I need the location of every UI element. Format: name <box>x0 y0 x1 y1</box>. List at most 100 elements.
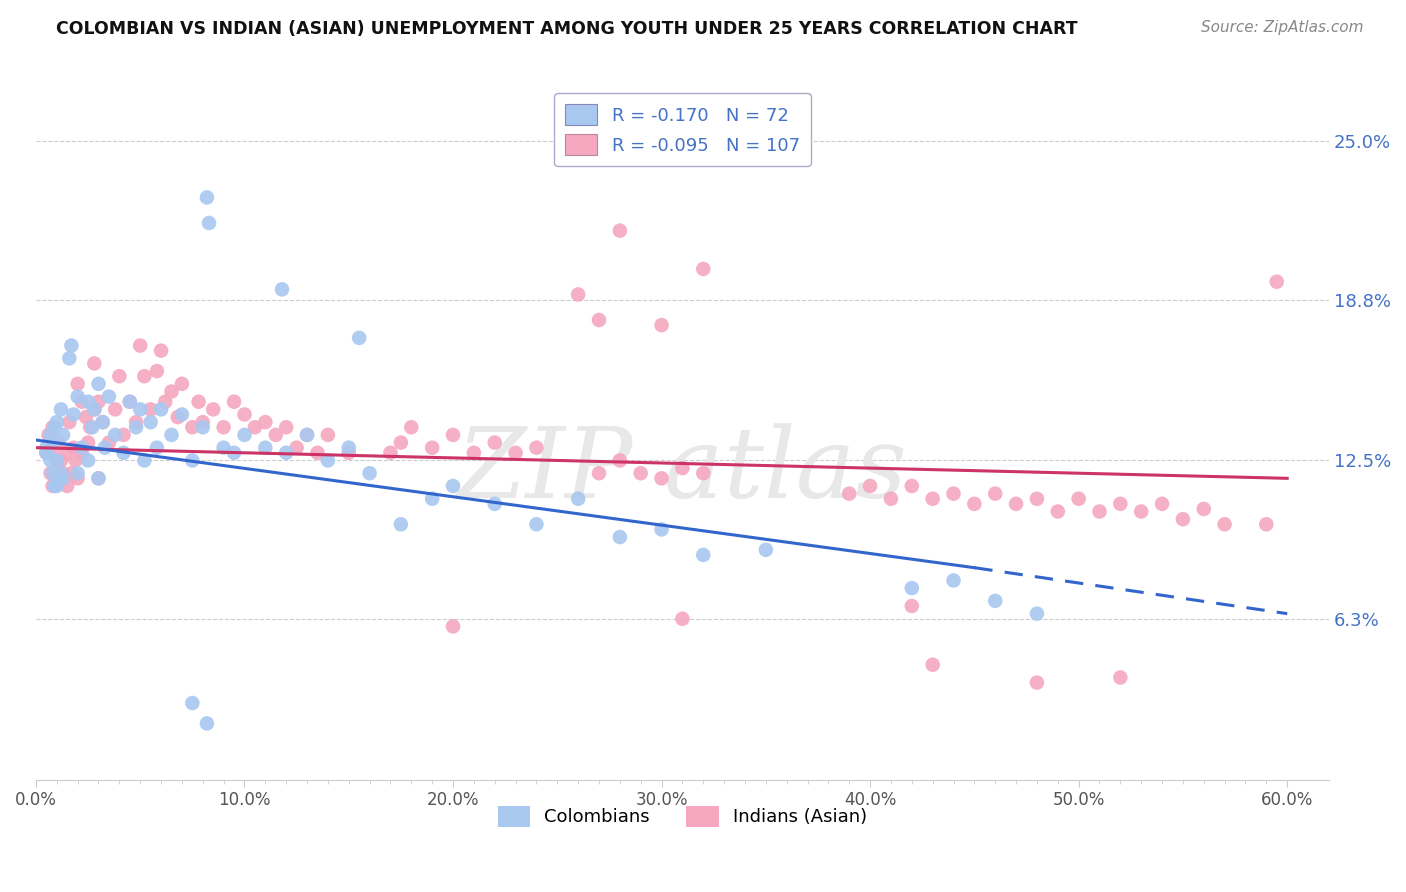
Point <box>984 486 1007 500</box>
Point <box>441 619 464 633</box>
Point <box>139 415 162 429</box>
Point <box>91 415 114 429</box>
Point <box>901 581 924 595</box>
Point <box>316 453 339 467</box>
Point <box>1046 504 1069 518</box>
Legend: Colombians, Indians (Asian): Colombians, Indians (Asian) <box>491 798 875 834</box>
Point <box>45 471 67 485</box>
Point <box>49 467 72 481</box>
Point <box>1026 491 1049 506</box>
Point <box>984 594 1007 608</box>
Point <box>588 467 610 481</box>
Point <box>52 428 75 442</box>
Point <box>233 408 256 422</box>
Point <box>505 446 527 460</box>
Point <box>150 402 173 417</box>
Point <box>233 428 256 442</box>
Point <box>70 441 93 455</box>
Point <box>77 453 100 467</box>
Point <box>181 696 204 710</box>
Point <box>134 369 156 384</box>
Text: ZIP atlas: ZIP atlas <box>457 423 908 518</box>
Point <box>1130 504 1153 518</box>
Point <box>1171 512 1194 526</box>
Point <box>146 364 169 378</box>
Point <box>921 491 943 506</box>
Point <box>1026 607 1049 621</box>
Point <box>243 420 266 434</box>
Point <box>359 467 381 481</box>
Point <box>420 491 443 506</box>
Point <box>609 530 631 544</box>
Point <box>139 402 162 417</box>
Point <box>79 420 101 434</box>
Point <box>526 517 548 532</box>
Point <box>191 420 214 434</box>
Point <box>588 313 610 327</box>
Point <box>276 420 298 434</box>
Point <box>44 479 66 493</box>
Point <box>97 390 120 404</box>
Point <box>150 343 173 358</box>
Point <box>66 467 89 481</box>
Point <box>66 471 89 485</box>
Point <box>337 446 360 460</box>
Point <box>630 467 652 481</box>
Point <box>87 376 110 391</box>
Point <box>463 446 485 460</box>
Point <box>942 574 965 588</box>
Point <box>195 190 218 204</box>
Point <box>380 446 402 460</box>
Point <box>285 441 308 455</box>
Point <box>838 486 860 500</box>
Point <box>70 394 93 409</box>
Point <box>1213 517 1236 532</box>
Point <box>692 467 714 481</box>
Point <box>1109 497 1132 511</box>
Point <box>567 491 589 506</box>
Point <box>609 224 631 238</box>
Point <box>212 441 235 455</box>
Point <box>75 410 97 425</box>
Point <box>62 441 84 455</box>
Point <box>222 394 245 409</box>
Point <box>567 287 589 301</box>
Point <box>692 548 714 562</box>
Point <box>66 376 89 391</box>
Point <box>222 446 245 460</box>
Point <box>35 446 58 460</box>
Point <box>316 428 339 442</box>
Point <box>609 453 631 467</box>
Point <box>420 441 443 455</box>
Point <box>671 612 693 626</box>
Point <box>160 384 183 399</box>
Point <box>41 435 63 450</box>
Point <box>77 435 100 450</box>
Point <box>307 446 329 460</box>
Point <box>901 479 924 493</box>
Point <box>195 716 218 731</box>
Point <box>181 453 204 467</box>
Point <box>1265 275 1288 289</box>
Point <box>276 446 298 460</box>
Point <box>62 408 84 422</box>
Point <box>87 471 110 485</box>
Point <box>35 441 58 455</box>
Point <box>83 356 105 370</box>
Point <box>134 453 156 467</box>
Point <box>1067 491 1090 506</box>
Point <box>146 441 169 455</box>
Point <box>91 415 114 429</box>
Point <box>87 394 110 409</box>
Point <box>39 428 62 442</box>
Point <box>49 453 72 467</box>
Point <box>295 428 318 442</box>
Point <box>112 446 135 460</box>
Point <box>1109 671 1132 685</box>
Point <box>45 453 67 467</box>
Point <box>441 479 464 493</box>
Point <box>118 394 141 409</box>
Point <box>155 394 177 409</box>
Point <box>94 441 117 455</box>
Point <box>651 318 673 332</box>
